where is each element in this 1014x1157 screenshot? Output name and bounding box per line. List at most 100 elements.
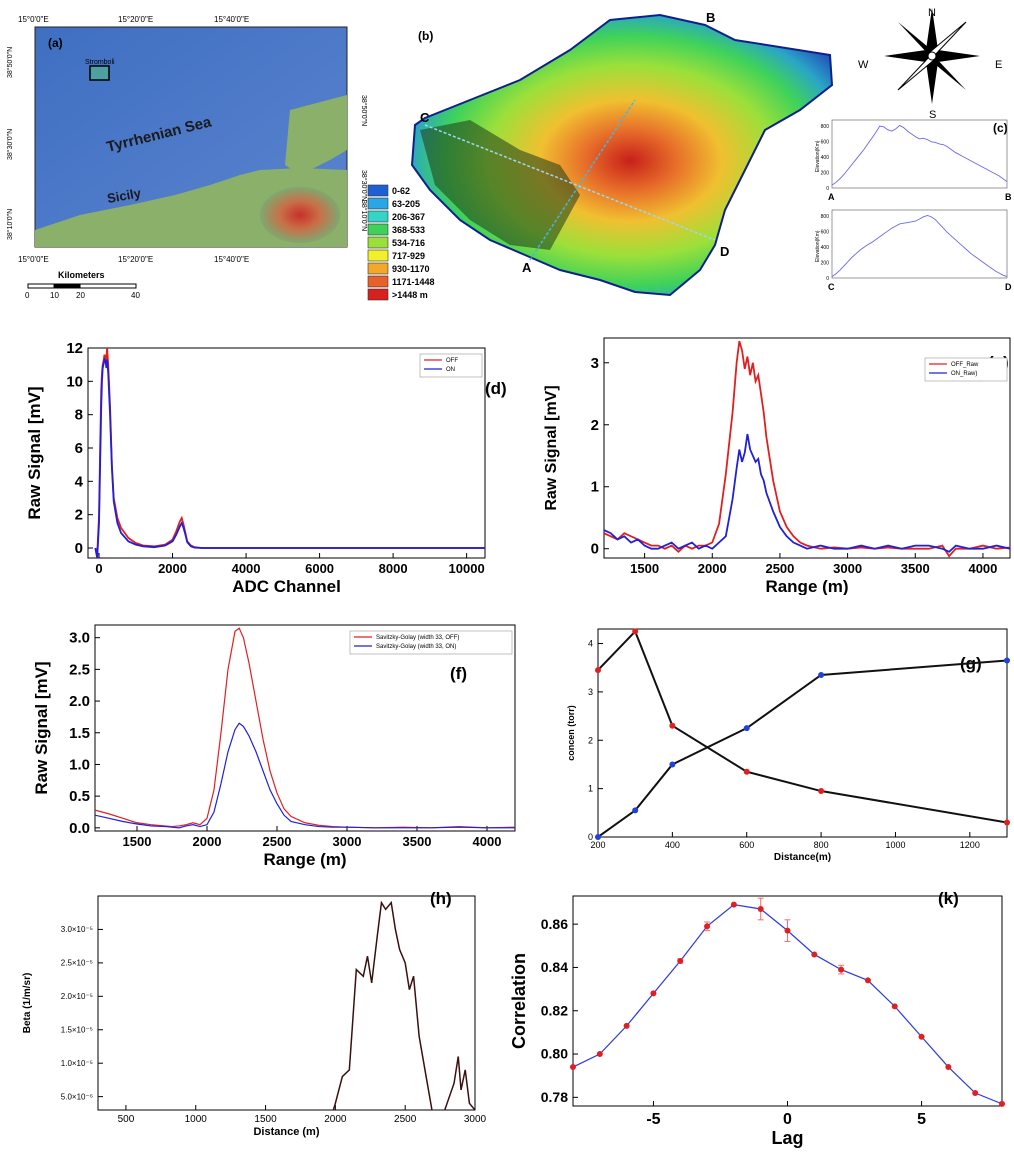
- map-a-top-tick-2: 15°20'0"E: [118, 15, 153, 24]
- chart-k-ylabel: Correlation: [509, 953, 529, 1049]
- dem-b-point-d: D: [720, 244, 729, 259]
- chart-k-series-0-point-0: [570, 1064, 576, 1071]
- chart-h-frame: [97, 895, 476, 1111]
- chart-g-series-line-1: [598, 659, 1007, 837]
- chart-h-xtick-4: 2500: [394, 1114, 417, 1125]
- panel-b-label: (b): [418, 29, 433, 43]
- profile-end-0: B: [1005, 192, 1012, 202]
- profiles-c-svg: N S E W (c) 0 200 400 600 800 Elevation(Km) A B…: [815, 7, 1012, 292]
- chart-g-series-1-point-5: [1004, 657, 1010, 664]
- map-a-scale-20: 20: [76, 291, 85, 300]
- chart-d-xtick-1: 2000: [158, 561, 187, 576]
- chart-d-xtick-2: 4000: [232, 561, 261, 576]
- panel-c-profiles: N S E W (c) 0 200 400 600 800 Elevation(Km) A B…: [800, 0, 1014, 315]
- chart-k-series-0-point-5: [704, 923, 711, 930]
- map-a-stromboli-box: [89, 65, 110, 81]
- dem-b-point-b: B: [706, 10, 715, 25]
- chart-h-ytick-0: 5.0×10⁻⁶: [61, 1092, 93, 1101]
- chart-h-xtick-5: 3000: [464, 1114, 487, 1125]
- chart-g-series-0-point-2: [669, 722, 676, 729]
- chart-k-series-0-point-7: [757, 905, 764, 912]
- chart-g-series-0-point-0: [595, 667, 601, 674]
- chart-f-legend-label-0: Savitzky-Golay (width 33, OFF): [376, 635, 459, 641]
- chart-f-xtick-3: 3000: [333, 834, 362, 849]
- chart-g-xtick-0: 200: [590, 840, 605, 850]
- panel-b-dem: (b) A B C D 0-62 63-205 206-367 368-533 534-…: [360, 0, 840, 315]
- dem-b-point-a: A: [522, 260, 532, 275]
- dem-legend-label-2: 206-367: [392, 212, 425, 222]
- panel-a-map: Stromboli Tyrrhenian Sea Sicily (a) 15°0…: [0, 0, 370, 315]
- profile-ytick-1-3: 600: [821, 230, 830, 236]
- chart-f-xtick-2: 2500: [263, 834, 292, 849]
- chart-h: 500 1000 1500 2000 2500 3000 5.0×10⁻⁶ 1.0×10⁻⁵ 1…: [0, 880, 500, 1152]
- profile-line-0: [831, 124, 1008, 186]
- compass-north-label: N: [928, 7, 936, 19]
- chart-k-series-0-point-1: [596, 1051, 603, 1058]
- chart-h-ylabel: Beta (1/m/sr): [22, 973, 33, 1034]
- chart-f-ytick-0: 0.0: [69, 820, 90, 837]
- chart-h-xtick-1: 1000: [185, 1114, 208, 1125]
- chart-k-series-0-point-11: [864, 977, 871, 984]
- chart-g-xtick-3: 800: [814, 840, 829, 850]
- profile-ytick-1-1: 200: [821, 261, 830, 267]
- profile-start-1: C: [828, 282, 835, 292]
- chart-d-ytick-6: 12: [66, 340, 83, 357]
- dem-b-profile-ab: [529, 99, 636, 261]
- dem-legend-swatch-1: [367, 197, 389, 210]
- map-a-svg: Stromboli Tyrrhenian Sea Sicily (a) 15°0…: [6, 15, 368, 300]
- profile-line-1: [831, 214, 1008, 278]
- chart-d-ytick-0: 0: [75, 540, 83, 557]
- chart-d-ylabel: Raw Signal [mV]: [25, 386, 44, 519]
- chart-g-series-0-point-1: [632, 628, 639, 635]
- dem-legend-swatch-5: [367, 249, 389, 262]
- chart-f-xtick-4: 3500: [403, 834, 432, 849]
- dem-b-profile-cd: [424, 124, 716, 241]
- chart-h-ytick-1: 1.0×10⁻⁵: [61, 1059, 93, 1068]
- chart-k-series-0-point-14: [945, 1064, 952, 1071]
- chart-g-xlabel: Distance(m): [774, 852, 831, 863]
- chart-f-xtick-0: 1500: [123, 834, 152, 849]
- chart-g-series-1-point-1: [632, 807, 639, 814]
- chart-f-frame: [94, 624, 516, 832]
- chart-k-series-0-point-12: [891, 1003, 898, 1010]
- panel-c-label: (c): [993, 121, 1008, 135]
- profile-end-1: D: [1005, 282, 1012, 292]
- chart-f-xtick-1: 2000: [193, 834, 222, 849]
- chart-d-legend-label-0: OFF: [446, 358, 458, 364]
- compass-rose-icon: [884, 8, 980, 104]
- map-a-top-tick-3: 15°40'0"E: [214, 15, 249, 24]
- chart-f-svg: 1500 2000 2500 3000 3500 4000 0.0 0.5 1.0 1.5 2.0 2…: [32, 624, 516, 869]
- profile-ytick-0-2: 400: [821, 155, 830, 161]
- chart-e-legend-label-0: OFF_Raw: [951, 362, 979, 368]
- chart-k-ytick-2: 0.82: [541, 1002, 568, 1018]
- chart-g-series-0-point-3: [743, 768, 750, 775]
- chart-h-xtick-2: 1500: [254, 1114, 277, 1125]
- map-a-land-label: Sicily: [106, 185, 143, 206]
- profile-ytick-0-0: 0: [826, 186, 829, 192]
- chart-e-ytick-0: 0: [591, 541, 599, 558]
- profile-ytick-1-4: 800: [821, 214, 830, 220]
- profile-ytick-1-0: 0: [826, 276, 829, 282]
- dem-legend-label-6: 930-1170: [392, 264, 430, 274]
- chart-g-series-0-point-5: [1004, 819, 1010, 826]
- dem-b-legend: 0-62 63-205 206-367 368-533 534-716 717-929 93…: [367, 184, 435, 301]
- map-a-bottom-tick-2: 15°20'0"E: [118, 255, 153, 264]
- dem-legend-label-8: >1448 m: [392, 290, 428, 300]
- chart-d-ytick-5: 10: [66, 373, 83, 390]
- map-a-etna: [260, 187, 340, 243]
- profile-ytick-1-2: 400: [821, 245, 830, 251]
- chart-e: 1500 2000 2500 3000 3500 4000 0 1 2 3 Range (m) Raw…: [510, 330, 1014, 596]
- chart-g-ytick-2: 2: [588, 735, 593, 745]
- map-a-lat-tick-3: 38°10'0"N: [6, 209, 14, 240]
- chart-k: -5 0 5 0.78 0.80 0.82 0.84 0.86 Lag Correlation (k…: [480, 880, 1014, 1152]
- chart-k-xtick-0: -5: [646, 1111, 660, 1128]
- chart-d-xlabel: ADC Channel: [232, 577, 341, 595]
- chart-f-ytick-3: 1.5: [69, 725, 90, 742]
- profile-cd-chart: 0 200 400 600 800 Elevation(Km) C D: [815, 209, 1012, 292]
- dem-legend-swatch-6: [367, 262, 389, 275]
- dem-legend-swatch-4: [367, 236, 389, 249]
- chart-k-series-0-point-8: [784, 927, 791, 934]
- profile-frame-1: [831, 209, 1008, 279]
- dem-legend-label-4: 534-716: [392, 238, 425, 248]
- chart-e-series-line-1: [604, 433, 1010, 553]
